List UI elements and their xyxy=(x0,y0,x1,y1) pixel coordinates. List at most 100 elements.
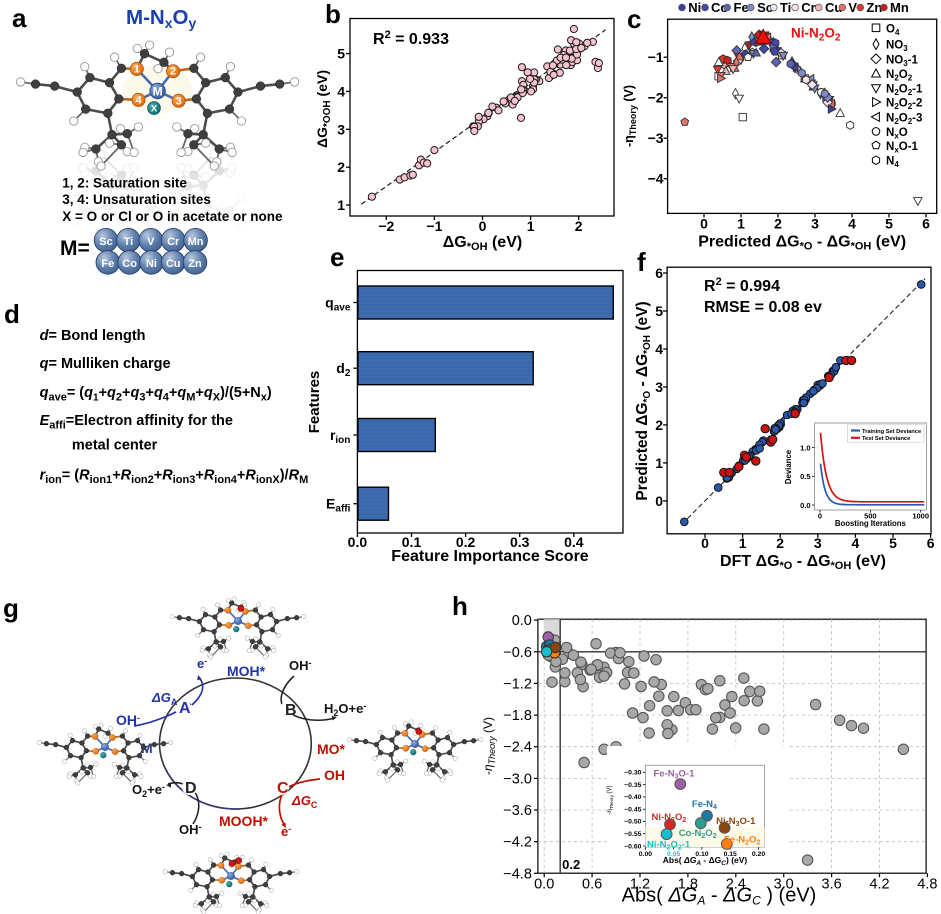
svg-text:Zn: Zn xyxy=(188,258,202,270)
svg-text:Ni-N2O2: Ni-N2O2 xyxy=(652,812,687,824)
svg-text:Co: Co xyxy=(122,258,137,270)
svg-text:6: 6 xyxy=(927,535,935,551)
svg-text:Features: Features xyxy=(306,371,323,434)
svg-text:0.20: 0.20 xyxy=(752,851,765,858)
svg-text:metal center: metal center xyxy=(72,438,158,454)
svg-text:C: C xyxy=(277,780,289,797)
svg-text:2: 2 xyxy=(170,66,176,78)
svg-text:1: 1 xyxy=(737,215,745,231)
svg-text:1: 1 xyxy=(527,218,535,234)
svg-text:2: 2 xyxy=(575,218,583,234)
svg-text:5: 5 xyxy=(337,46,345,62)
svg-text:Predicted ΔG*O - ΔG*OH (eV): Predicted ΔG*O - ΔG*OH (eV) xyxy=(634,301,653,500)
svg-text:N2O2-1: N2O2-1 xyxy=(886,84,923,98)
svg-text:4.8: 4.8 xyxy=(917,877,937,893)
svg-text:h: h xyxy=(452,591,468,621)
svg-text:Fe: Fe xyxy=(734,0,749,15)
svg-text:M: M xyxy=(141,740,153,756)
svg-text:2.4: 2.4 xyxy=(726,877,746,893)
svg-text:Fe-N4: Fe-N4 xyxy=(692,799,717,811)
svg-text:−0.30: −0.30 xyxy=(624,770,641,777)
svg-text:MO*: MO* xyxy=(317,741,346,757)
svg-text:−0.55: −0.55 xyxy=(624,831,641,838)
svg-text:0.4: 0.4 xyxy=(564,534,584,550)
svg-text:M-NxOy: M-NxOy xyxy=(126,6,196,31)
svg-text:0.15: 0.15 xyxy=(724,851,737,858)
svg-text:M: M xyxy=(153,222,163,236)
svg-text:Co: Co xyxy=(711,0,728,15)
svg-text:−2.4: −2.4 xyxy=(503,740,532,756)
svg-text:OH-: OH- xyxy=(289,658,312,673)
svg-text:Ni: Ni xyxy=(688,0,701,15)
svg-text:3.6: 3.6 xyxy=(822,877,842,893)
svg-text:6: 6 xyxy=(922,215,930,231)
svg-text:A: A xyxy=(179,700,191,717)
svg-text:Ni-N2O2: Ni-N2O2 xyxy=(791,26,841,44)
svg-text:rion: rion xyxy=(330,427,350,446)
svg-text:1: 1 xyxy=(134,245,140,257)
svg-text:NO3-1: NO3-1 xyxy=(886,54,919,68)
svg-text:−4: −4 xyxy=(648,171,664,187)
svg-text:d= Bond length: d= Bond length xyxy=(40,328,146,344)
svg-text:4: 4 xyxy=(135,214,142,226)
svg-text:X: X xyxy=(151,205,158,216)
svg-text:3: 3 xyxy=(337,121,345,137)
svg-text:f: f xyxy=(637,247,646,277)
svg-text:4.2: 4.2 xyxy=(869,877,889,893)
svg-text:Eaffi=Electron affinity for th: Eaffi=Electron affinity for the xyxy=(40,413,233,432)
svg-text:−3.0: −3.0 xyxy=(503,771,532,787)
svg-text:2: 2 xyxy=(774,215,782,231)
svg-text:Eaffi: Eaffi xyxy=(326,496,351,515)
svg-text:Deviance: Deviance xyxy=(784,449,793,484)
svg-text:−0.6: −0.6 xyxy=(503,645,532,661)
svg-text:Fe-N2O2: Fe-N2O2 xyxy=(724,835,760,847)
svg-text:NxO-1: NxO-1 xyxy=(886,141,919,155)
svg-text:Co-N2O2: Co-N2O2 xyxy=(679,828,717,840)
svg-text:−0.35: −0.35 xyxy=(624,782,641,789)
svg-text:Cr: Cr xyxy=(167,236,180,248)
svg-text:M=: M= xyxy=(60,237,90,260)
svg-text:R2 = 0.933: R2 = 0.933 xyxy=(373,29,449,48)
svg-text:Ni-N3O-1: Ni-N3O-1 xyxy=(716,816,756,828)
svg-text:qave: qave xyxy=(325,295,351,314)
svg-text:−2: −2 xyxy=(378,218,394,234)
svg-text:2: 2 xyxy=(337,159,345,175)
svg-text:−0.60: −0.60 xyxy=(624,843,641,850)
svg-text:0.5: 0.5 xyxy=(800,472,810,481)
svg-text:0.2: 0.2 xyxy=(456,534,476,550)
svg-text:N2O2: N2O2 xyxy=(886,69,913,83)
svg-text:rion= (Rion1+Rion2+Rion3+Rion4: rion= (Rion1+Rion2+Rion3+Rion4+RionX)/RM xyxy=(40,467,309,486)
svg-text:3: 3 xyxy=(176,95,182,107)
svg-text:Cr: Cr xyxy=(801,0,815,15)
svg-text:Zn: Zn xyxy=(866,0,882,15)
svg-text:0.6: 0.6 xyxy=(582,877,602,893)
svg-text:0.0: 0.0 xyxy=(534,877,554,893)
svg-text:0.0: 0.0 xyxy=(512,613,532,629)
svg-text:d: d xyxy=(4,299,20,329)
svg-text:Training Set Deviance: Training Set Deviance xyxy=(862,429,921,435)
svg-text:ΔG*OOH (eV): ΔG*OOH (eV) xyxy=(314,70,333,148)
svg-text:H2O+e-: H2O+e- xyxy=(324,701,366,718)
svg-text:1000: 1000 xyxy=(912,512,929,521)
svg-text:Sc: Sc xyxy=(757,0,773,15)
svg-text:N2O2-3: N2O2-3 xyxy=(886,112,922,126)
svg-text:−1.8: −1.8 xyxy=(503,708,532,724)
svg-text:3.0: 3.0 xyxy=(774,877,794,893)
svg-text:1.0: 1.0 xyxy=(800,443,810,452)
svg-text:X = O or Cl or O in acetate or: X = O or Cl or O in acetate or none xyxy=(62,209,283,224)
svg-text:−2: −2 xyxy=(648,90,664,106)
svg-text:0: 0 xyxy=(700,215,708,231)
svg-text:OH-: OH- xyxy=(179,822,202,837)
svg-text:M: M xyxy=(153,85,163,99)
svg-text:−1: −1 xyxy=(648,49,664,65)
svg-text:1: 1 xyxy=(655,455,663,471)
svg-text:Test Set Deviance: Test Set Deviance xyxy=(862,436,910,442)
svg-text:6: 6 xyxy=(655,265,663,281)
svg-text:RMSE = 0.08 ev: RMSE = 0.08 ev xyxy=(704,299,822,316)
svg-text:OH-: OH- xyxy=(116,712,140,728)
svg-text:e: e xyxy=(330,242,344,272)
svg-text:4: 4 xyxy=(655,341,663,357)
svg-text:1: 1 xyxy=(337,197,345,213)
svg-text:ΔG*OH (eV): ΔG*OH (eV) xyxy=(443,234,522,253)
svg-text:Fe: Fe xyxy=(101,258,114,270)
